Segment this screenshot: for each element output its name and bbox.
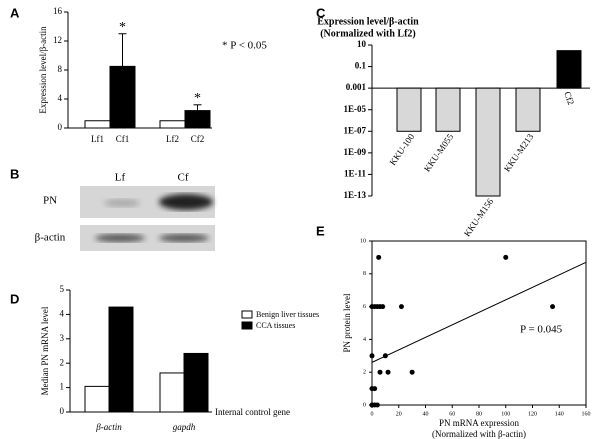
x-tick-label: 40 <box>423 411 429 417</box>
point <box>377 369 383 375</box>
x-tick-label: Cf2 <box>562 90 576 106</box>
panel-label: B <box>10 166 19 181</box>
point <box>550 304 556 310</box>
y-tick-label: 2 <box>60 357 65 367</box>
y-tick-label: 10 <box>360 238 366 244</box>
x-tick-label: Lf2 <box>166 134 179 144</box>
x-tick-label: 80 <box>476 411 482 417</box>
y-tick-label: 1E-11 <box>344 168 367 178</box>
point <box>382 353 388 359</box>
x-tick-label: β-actin <box>95 422 122 432</box>
x-tick-label: 20 <box>396 411 402 417</box>
lane-label: Cf <box>178 172 189 184</box>
annotation: P = 0.045 <box>520 324 563 336</box>
y-axis-label: PN protein level <box>342 293 352 352</box>
bar <box>108 306 134 413</box>
y-tick-label: 1E-07 <box>344 125 367 135</box>
y-tick-label: 1E-13 <box>344 190 367 200</box>
panel-label: C <box>316 5 326 20</box>
y-tick-label: 4 <box>363 337 366 343</box>
x-tick-label: KKU-M156 <box>462 196 496 238</box>
point <box>503 254 509 260</box>
x-tick-label: 120 <box>528 411 537 417</box>
lane-label: Lf <box>115 172 126 184</box>
bar <box>159 372 185 413</box>
annotation: * P < 0.05 <box>222 40 267 52</box>
point <box>380 304 386 310</box>
significance: * <box>119 20 126 35</box>
trendline <box>371 261 587 363</box>
y-tick-label: 0 <box>363 402 366 408</box>
y-tick-label: 0 <box>60 406 65 416</box>
x-tick-label: KKU-M055 <box>422 131 456 173</box>
y-tick-label: 8 <box>58 64 63 74</box>
point <box>409 369 415 375</box>
point <box>385 369 391 375</box>
bar <box>84 385 110 413</box>
chart-title: Expression level/β-actin <box>317 16 419 27</box>
x-tick-label: 160 <box>582 411 591 417</box>
bar <box>435 87 461 132</box>
bar <box>84 120 111 129</box>
row-label: PN <box>43 195 57 207</box>
y-tick-label: 12 <box>53 35 62 45</box>
y-tick-label: 4 <box>60 308 65 318</box>
point <box>398 304 404 310</box>
legend-label: CCA tissues <box>256 321 295 330</box>
x-tick-label: KKU-M213 <box>502 131 536 173</box>
bar <box>475 87 501 197</box>
y-tick-label: 0.1 <box>355 61 367 71</box>
x-tick-label: 60 <box>449 411 455 417</box>
x-tick-label: gapdh <box>173 422 196 432</box>
x-axis-label: Internal control gene <box>215 407 290 417</box>
bar <box>184 110 211 129</box>
y-tick-label: 1 <box>60 382 65 392</box>
y-tick-label: 0 <box>58 122 63 132</box>
x-tick-label: 0 <box>371 411 374 417</box>
y-tick-label: 5 <box>60 284 65 294</box>
bar <box>159 120 186 129</box>
point <box>376 254 382 260</box>
row-label: β-actin <box>35 232 66 244</box>
panel-label: D <box>10 291 19 306</box>
significance: * <box>194 91 201 106</box>
panel-label: E <box>316 223 325 238</box>
x-axis-label: PN mRNA expression <box>439 418 520 428</box>
y-axis-label: Median PN mRNA level <box>40 306 50 395</box>
x-tick-label: 100 <box>501 411 510 417</box>
y-tick-label: 1E-05 <box>344 104 367 114</box>
y-tick-label: 3 <box>60 333 65 343</box>
y-tick-label: 0.001 <box>346 82 367 92</box>
bar <box>556 50 582 89</box>
x-tick-label: KKU-100 <box>387 131 416 167</box>
point <box>372 386 378 392</box>
blot-image <box>80 186 215 251</box>
x-tick-label: 140 <box>555 411 564 417</box>
x-tick-label: Cf1 <box>116 134 130 144</box>
y-axis-label: Expression level/β-actin <box>38 26 48 114</box>
bar <box>183 352 209 413</box>
chart-subtitle: (Normalized with Lf2) <box>320 28 416 39</box>
panel-label: A <box>10 5 20 20</box>
x-axis-label: (Normalized with β-actin) <box>432 429 526 439</box>
y-tick-label: 1E-09 <box>344 147 367 157</box>
x-tick-label: Lf1 <box>91 134 104 144</box>
y-tick-label: 8 <box>363 271 366 277</box>
legend-swatch <box>241 310 253 319</box>
y-tick-label: 2 <box>363 370 366 376</box>
y-tick-label: 10 <box>357 39 367 49</box>
point <box>374 402 380 408</box>
legend-swatch <box>241 321 253 330</box>
y-tick-label: 6 <box>363 304 366 310</box>
x-tick-label: Cf2 <box>191 134 205 144</box>
bar <box>396 87 422 132</box>
bar <box>515 87 541 132</box>
legend-label: Benign liver tissues <box>256 310 319 319</box>
y-tick-label: 16 <box>53 6 63 16</box>
point <box>369 353 375 359</box>
bar <box>109 65 136 129</box>
y-tick-label: 4 <box>58 93 63 103</box>
